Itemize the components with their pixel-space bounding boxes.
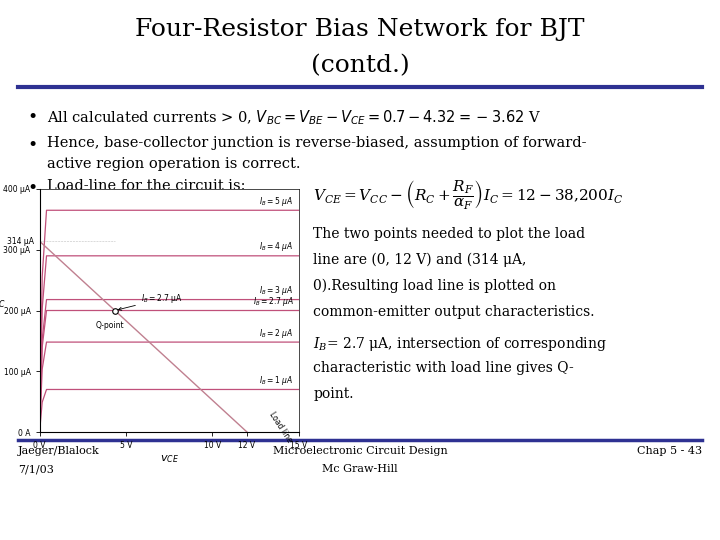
Text: The two points needed to plot the load: The two points needed to plot the load	[313, 227, 585, 241]
Text: $I_B = 1$ μA: $I_B = 1$ μA	[259, 374, 294, 387]
Text: 0).Resulting load line is plotted on: 0).Resulting load line is plotted on	[313, 279, 557, 293]
Text: 7/1/03: 7/1/03	[18, 464, 54, 475]
Text: $I_B = 2.7$ μA: $I_B = 2.7$ μA	[119, 292, 182, 310]
Text: Jaeger/Blalock: Jaeger/Blalock	[18, 446, 100, 456]
Text: Microelectronic Circuit Design: Microelectronic Circuit Design	[273, 446, 447, 456]
Text: Mc Graw-Hill: Mc Graw-Hill	[322, 464, 398, 475]
Text: Chap 5 - 43: Chap 5 - 43	[637, 446, 702, 456]
X-axis label: $v_{CE}$: $v_{CE}$	[160, 453, 179, 464]
Text: (contd.): (contd.)	[310, 55, 410, 77]
Text: Q-point: Q-point	[95, 321, 124, 330]
Y-axis label: $i_C$: $i_C$	[0, 296, 6, 310]
Text: $I_B = 2.7$ μA: $I_B = 2.7$ μA	[253, 295, 294, 308]
Text: line are (0, 12 V) and (314 μA,: line are (0, 12 V) and (314 μA,	[313, 253, 526, 267]
Text: $I_B$= 2.7 μA, intersection of corresponding: $I_B$= 2.7 μA, intersection of correspon…	[313, 335, 607, 353]
Text: active region operation is correct.: active region operation is correct.	[47, 157, 300, 171]
Text: $I_B = 5$ μA: $I_B = 5$ μA	[259, 195, 294, 208]
Text: Load-line for the circuit is:: Load-line for the circuit is:	[47, 179, 246, 193]
Text: •: •	[27, 136, 37, 154]
Text: 314 μA: 314 μA	[7, 237, 35, 246]
Text: •: •	[27, 179, 37, 197]
Text: Hence, base-collector junction is reverse-biased, assumption of forward-: Hence, base-collector junction is revers…	[47, 136, 586, 150]
Text: $I_B = 2$ μA: $I_B = 2$ μA	[259, 327, 294, 340]
Text: Load line: Load line	[268, 410, 294, 444]
Text: Four-Resistor Bias Network for BJT: Four-Resistor Bias Network for BJT	[135, 18, 585, 41]
Text: $I_B = 3$ μA: $I_B = 3$ μA	[259, 284, 294, 297]
Text: point.: point.	[313, 387, 354, 401]
Text: All calculated currents > 0, $V_{BC} = V_{BE} - V_{CE} = 0.7 - 4.32 = - 3.62$ V: All calculated currents > 0, $V_{BC} = V…	[47, 108, 541, 127]
Text: characteristic with load line gives Q-: characteristic with load line gives Q-	[313, 361, 574, 375]
Text: •: •	[27, 108, 37, 126]
Text: $I_B = 4$ μA: $I_B = 4$ μA	[259, 240, 294, 253]
Text: common-emitter output characteristics.: common-emitter output characteristics.	[313, 305, 595, 319]
Text: $V_{CE}=V_{CC}-\left(R_C+\dfrac{R_F}{\alpha_F}\right)I_C=12-38{,}200I_C$: $V_{CE}=V_{CC}-\left(R_C+\dfrac{R_F}{\al…	[313, 178, 624, 211]
